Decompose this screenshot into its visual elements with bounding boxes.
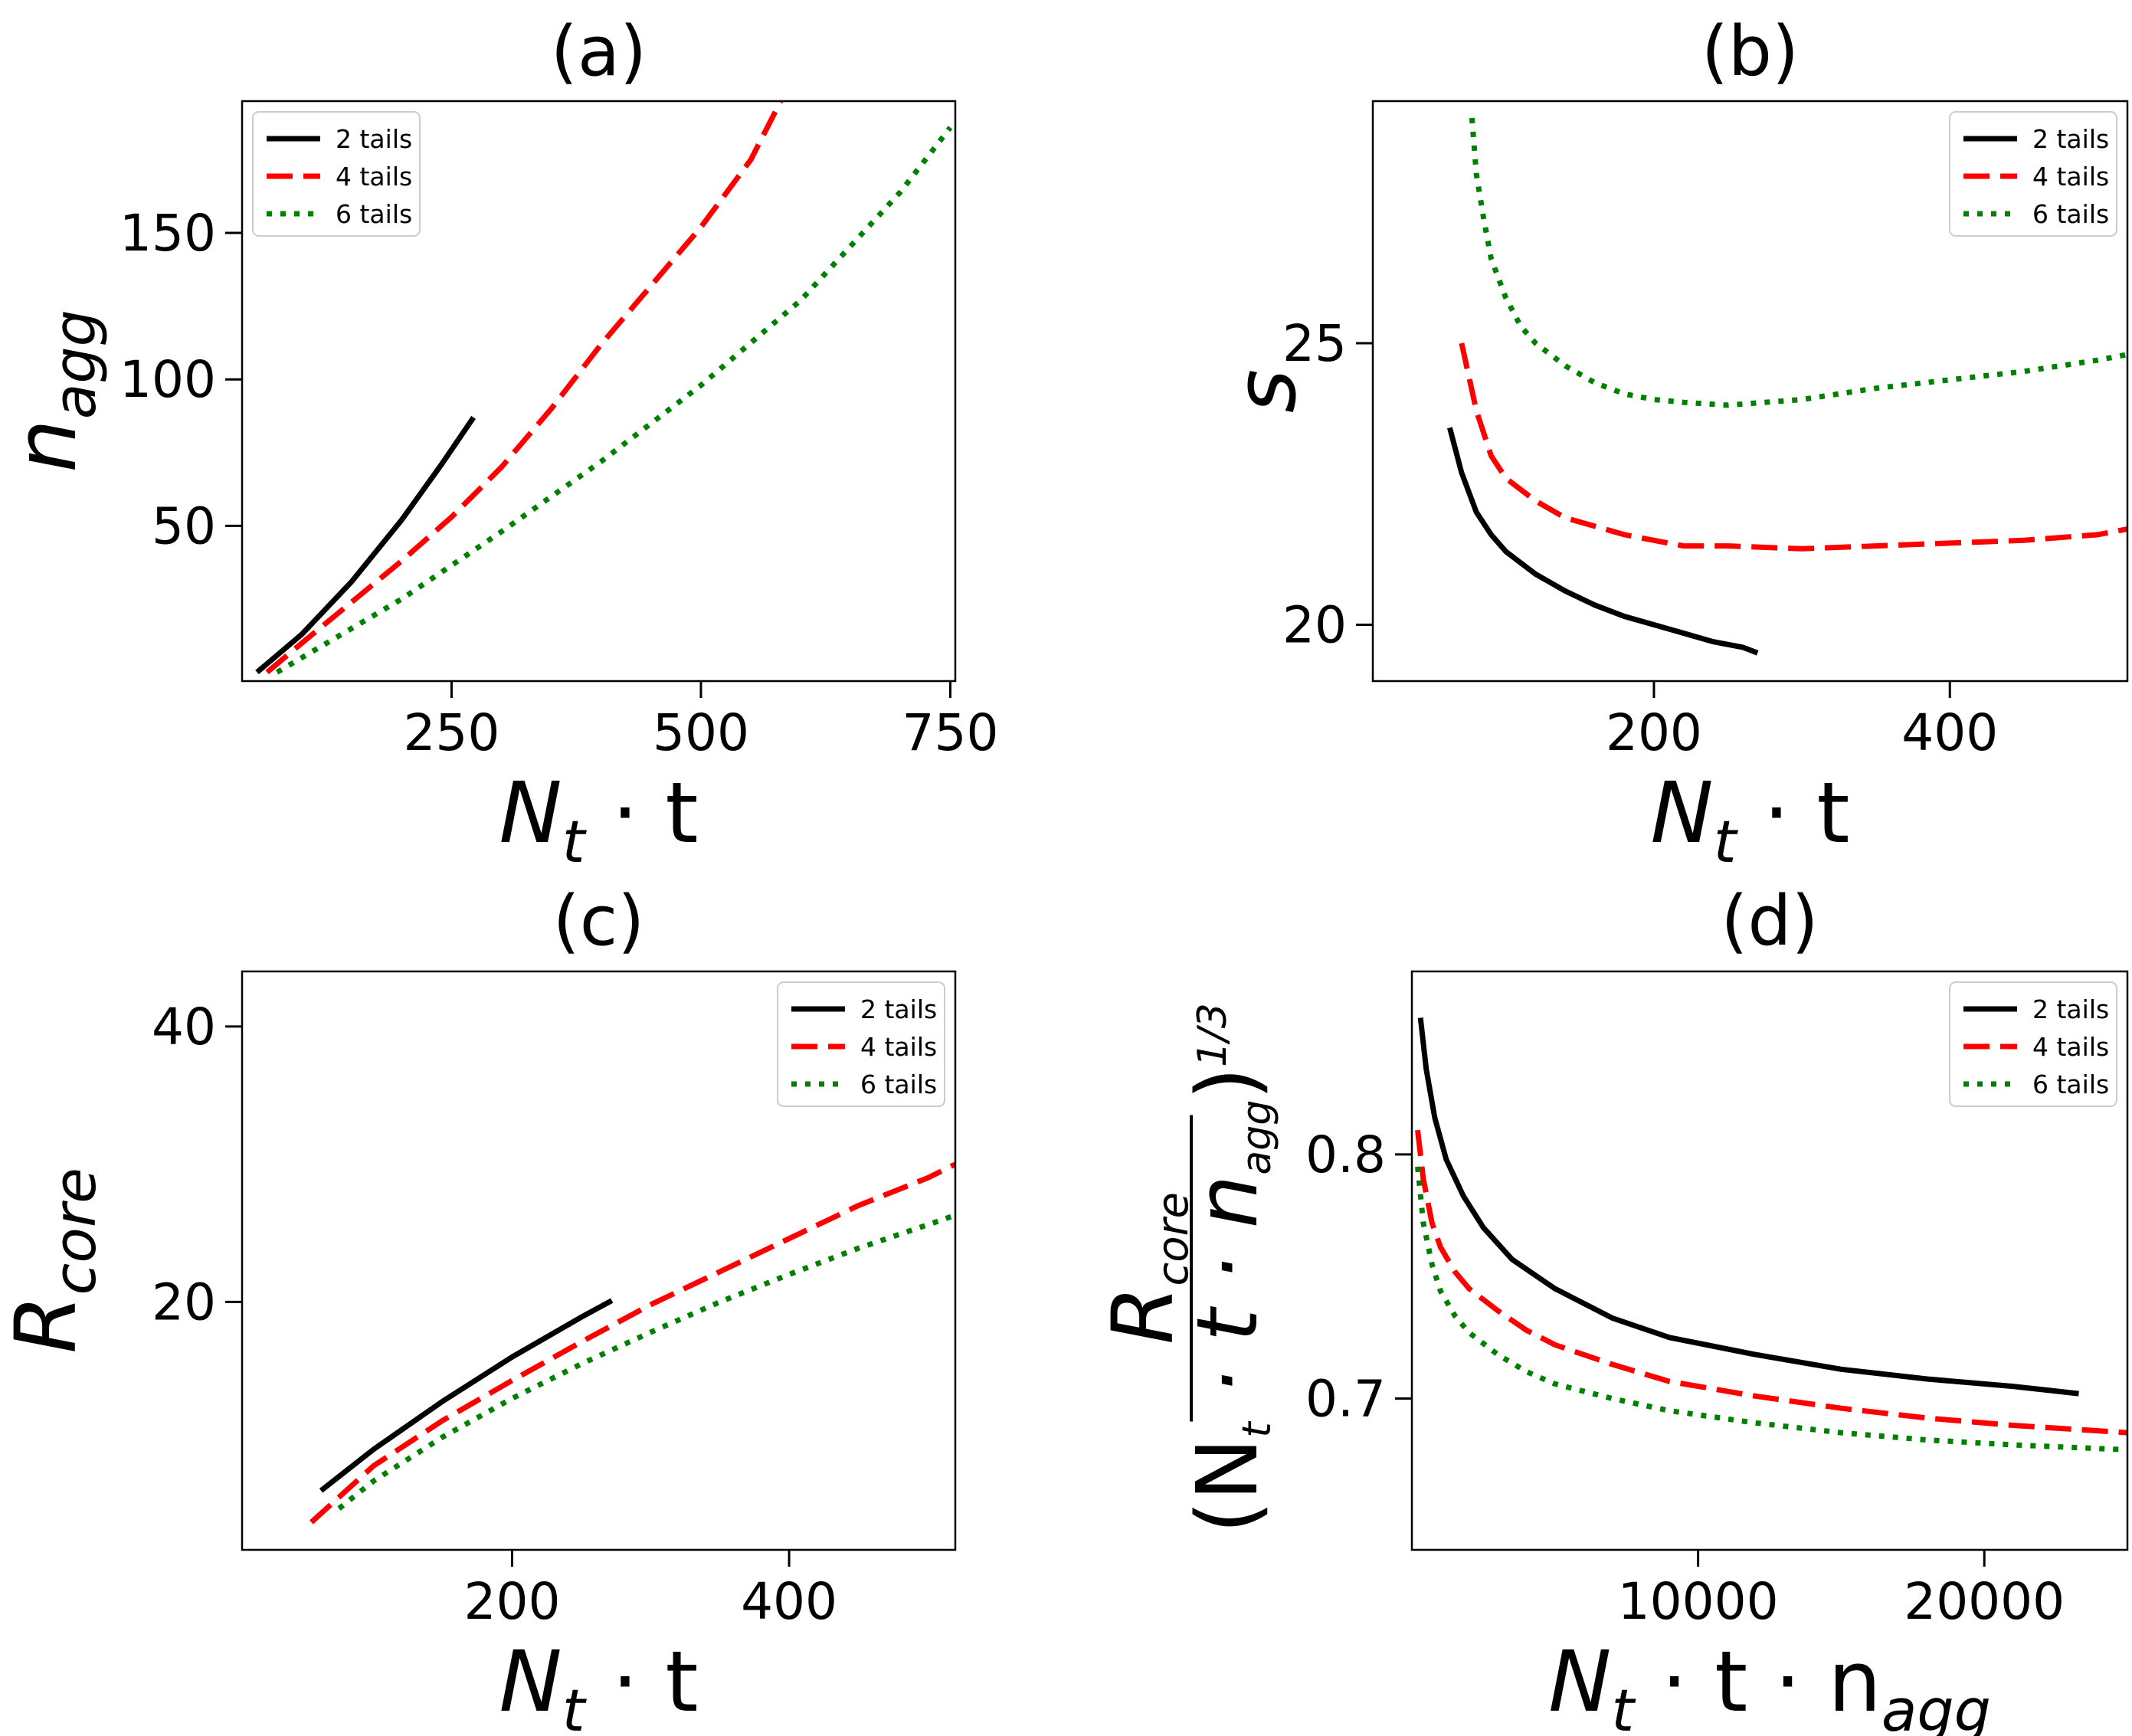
series-line-2-tails xyxy=(255,415,476,675)
y-axis-label: s xyxy=(1217,369,1315,413)
x-label-sub2: agg xyxy=(1881,1676,1991,1736)
x-label-main: N xyxy=(1548,1633,1611,1731)
legend-label: 2 tails xyxy=(336,124,412,154)
series-line-2-tails xyxy=(1417,1017,2079,1397)
x-tick-label: 400 xyxy=(741,1572,837,1631)
series-line-4-tails xyxy=(309,1161,955,1525)
x-axis-label: Nt · t xyxy=(499,1633,698,1736)
legend-label: 4 tails xyxy=(2032,162,2109,192)
y-tick-label: 25 xyxy=(1282,314,1347,373)
legend: 2 tails 4 tails 6 tails xyxy=(777,981,945,1107)
y-axis-fraction-label: Rcore(Nt · t · nagg)1/3 xyxy=(1094,1003,1280,1534)
x-label-rest: · t xyxy=(1737,764,1850,862)
legend: 2 tails 4 tails 6 tails xyxy=(252,111,421,237)
series-line-4-tails xyxy=(1415,1129,2127,1436)
series-line-6-tails xyxy=(275,126,953,675)
legend-label: 2 tails xyxy=(2032,994,2109,1024)
series-line-6-tails xyxy=(1415,1166,2127,1453)
legend-box xyxy=(252,111,421,237)
x-axis-label: Nt · t xyxy=(499,764,698,876)
y-tick-label: 150 xyxy=(120,204,216,263)
y-tick-label: 50 xyxy=(152,496,216,555)
x-label-rest: · t · n xyxy=(1634,1633,1881,1731)
y-label-main: s xyxy=(1217,369,1315,413)
y-label-num-main: R xyxy=(1094,1286,1192,1345)
legend-label: 6 tails xyxy=(336,199,412,229)
x-axis-label: Nt · t · nagg xyxy=(1548,1633,1991,1736)
panel-a: 250 500 750 50 100 150 (a) Nt · t nagg 2 tails 4 t… xyxy=(0,11,998,876)
x-label-main: N xyxy=(1650,764,1713,862)
y-axis-label: Rcore xyxy=(0,1168,109,1354)
y-label-den-sub: t xyxy=(1234,1421,1280,1438)
y-label-power: 1/3 xyxy=(1190,1003,1236,1067)
panel-b: 200 400 20 25 (b) Nt · t s 2 tails 4 tails 6 tail… xyxy=(1217,11,2129,876)
panel-title: (d) xyxy=(1721,881,1818,961)
plot-frame xyxy=(1410,970,2129,1551)
legend-box xyxy=(1949,111,2117,237)
series-line-2-tails xyxy=(1447,427,1759,656)
x-tick-label: 750 xyxy=(902,703,998,762)
x-axis-label: Nt · t xyxy=(1650,764,1849,876)
x-label-main: N xyxy=(499,1633,562,1731)
y-label-sub: core xyxy=(41,1168,109,1295)
panel-c: 200 400 20 40 (c) Nt · t Rcore 2 tails 4 tails 6 … xyxy=(0,881,957,1736)
y-label-main: n xyxy=(0,419,95,473)
x-tick-label: 20000 xyxy=(1904,1572,2065,1631)
plot-frame xyxy=(241,970,957,1551)
y-label-main: R xyxy=(0,1295,95,1353)
y-axis-label: nagg xyxy=(0,310,109,473)
series-line-6-tails xyxy=(1469,117,2127,408)
x-tick-label: 400 xyxy=(1901,703,1998,762)
x-label-rest: · t xyxy=(585,1633,699,1731)
panel-title: (b) xyxy=(1701,11,1799,92)
x-label-main: N xyxy=(499,764,562,862)
panel-title: (a) xyxy=(551,11,647,92)
panel-title: (c) xyxy=(553,881,645,961)
legend-label: 4 tails xyxy=(2032,1032,2109,1062)
x-tick-label: 250 xyxy=(403,703,499,762)
x-label-sub: t xyxy=(562,1676,588,1736)
series-line-2-tails xyxy=(319,1298,614,1493)
y-tick-label: 20 xyxy=(1282,596,1347,655)
y-tick-label: 20 xyxy=(152,1273,216,1331)
y-tick-label: 100 xyxy=(120,350,216,409)
series-line-4-tails xyxy=(265,101,784,675)
legend-box xyxy=(777,981,945,1107)
legend-label: 4 tails xyxy=(860,1032,937,1062)
legend-label: 6 tails xyxy=(2032,199,2109,229)
y-tick-label: 40 xyxy=(152,997,216,1056)
legend-label: 6 tails xyxy=(2032,1069,2109,1099)
legend-label: 2 tails xyxy=(860,994,937,1024)
x-label-sub: t xyxy=(562,807,588,876)
y-label-denominator: (Nt · t · nagg)1/3 xyxy=(1178,1003,1280,1534)
x-tick-label: 200 xyxy=(464,1572,561,1631)
series-line-6-tails xyxy=(337,1212,955,1511)
x-tick-label: 10000 xyxy=(1618,1572,1779,1631)
y-tick-label: 0.7 xyxy=(1305,1369,1386,1428)
x-label-rest: · t xyxy=(585,764,699,862)
y-label-sub: agg xyxy=(41,310,109,419)
legend: 2 tails 4 tails 6 tails xyxy=(1949,111,2117,237)
x-label-sub: t xyxy=(1714,807,1739,876)
legend-label: 2 tails xyxy=(2032,124,2109,154)
y-label-den-mid: · t · n xyxy=(1178,1175,1276,1423)
x-tick-label: 200 xyxy=(1606,703,1702,762)
x-label-sub: t xyxy=(1611,1676,1636,1736)
y-label-den-sub2: agg xyxy=(1234,1100,1280,1175)
legend-label: 4 tails xyxy=(336,162,412,192)
y-tick-label: 0.8 xyxy=(1305,1125,1386,1184)
y-label-den-main: (N xyxy=(1178,1438,1276,1534)
plot-frame xyxy=(241,100,957,683)
legend-box xyxy=(1949,981,2117,1107)
legend: 2 tails 4 tails 6 tails xyxy=(1949,981,2117,1107)
plot-frame xyxy=(1371,100,2129,683)
y-label-den-end: ) xyxy=(1178,1067,1276,1100)
legend-label: 6 tails xyxy=(860,1069,937,1099)
x-tick-label: 500 xyxy=(653,703,749,762)
series-line-4-tails xyxy=(1459,342,2127,552)
